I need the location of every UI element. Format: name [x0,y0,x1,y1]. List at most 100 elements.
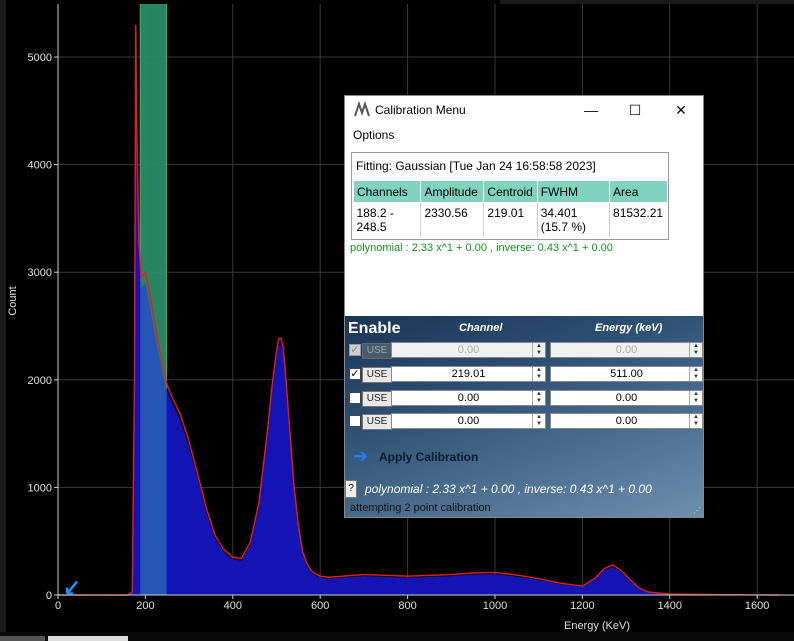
channel-input[interactable]: 0.00 ▲ ▼ [391,390,546,406]
y-tick-label: 1000 [28,482,52,494]
y-tick-label: 0 [46,590,52,602]
channel-input[interactable]: 0.00 ▲ ▼ [391,342,546,358]
cell-amplitude: 2330.56 [420,202,485,237]
use-button[interactable]: USE [362,391,392,407]
col-header-area: Area [609,180,668,203]
cell-channels: 188.2 - 248.5 [353,202,422,237]
x-tick-label: 200 [136,600,154,612]
spectrum-line-series [58,24,780,596]
y-tick-label: 5000 [28,52,52,64]
channel-input[interactable]: 0.00 ▲ ▼ [391,413,546,429]
series-layer [58,4,780,596]
bottom-tab-1[interactable] [0,636,45,641]
channel-input[interactable]: 219.01 ▲ ▼ [391,366,546,382]
arrow-right-icon: ➔ [353,446,369,466]
maximize-icon: ☐ [628,101,642,118]
top-strip [500,0,794,4]
y-axis-label: Count [7,286,19,315]
energy-spinner[interactable]: ▲ ▼ [689,414,702,428]
x-tick-label: 800 [398,600,416,612]
menu-bar: Options [345,125,703,145]
help-button[interactable]: ? [345,480,357,498]
fit-table-header-row: Channels Amplitude Centroid FWHM Area [352,180,668,203]
energy-value: 0.00 [615,415,638,427]
window-title: Calibration Menu [375,103,466,117]
y-tick-label: 2000 [28,375,52,387]
channel-spinner[interactable]: ▲ ▼ [532,367,545,381]
arrow-marker-icon [65,580,79,595]
title-bar[interactable]: Calibration Menu — ☐ ✕ [345,96,703,124]
status-text: attempting 2 point calibration [350,502,491,514]
channel-value: 0.00 [457,392,480,404]
channel-value: 0.00 [457,344,480,356]
menu-options[interactable]: Options [353,128,395,142]
enable-header: Enable [348,320,401,337]
calibration-points-panel: Enable Channel Energy (keV) ✓ USE 0.00 ▲… [345,316,703,517]
use-button[interactable]: USE [362,367,392,383]
energy-spinner[interactable]: ▲ ▼ [689,367,702,381]
energy-spinner[interactable]: ▲ ▼ [689,391,702,405]
energy-value: 511.00 [610,368,643,380]
channel-spinner[interactable]: ▲ ▼ [532,391,545,405]
axes-layer: 0 200 400 600 800 1000 1200 1400 1600 0 1000 2000 30… [28,4,794,612]
left-edge [0,0,6,641]
channel-spinner[interactable]: ▲ ▼ [532,414,545,428]
fitting-title: Fitting: Gaussian [Tue Jan 24 16:58:58 2… [356,159,596,173]
x-tick-label: 1600 [745,600,769,612]
apply-calibration-label: Apply Calibration [379,450,479,464]
energy-header: Energy (keV) [595,322,663,334]
enable-checkbox[interactable] [349,392,361,404]
y-tick-label: 3000 [28,267,52,279]
close-button[interactable]: ✕ [661,98,701,122]
enable-checkbox[interactable] [349,415,361,427]
col-header-channels: Channels [352,180,422,203]
energy-value: 0.00 [615,344,638,356]
x-axis-label: Energy (KeV) [564,620,630,632]
resize-grip-icon[interactable]: ⋰ [693,506,701,515]
enable-checkbox[interactable]: ✓ [349,344,361,356]
enable-checkbox[interactable]: ✓ [349,368,361,380]
table-row: 188.2 - 248.5 2330.56 219.01 34.401 (15.… [353,202,668,237]
marker-layer [65,580,79,595]
energy-input[interactable]: 0.00 ▲ ▼ [550,413,703,429]
energy-input[interactable]: 0.00 ▲ ▼ [550,390,703,406]
energy-value: 0.00 [615,392,638,404]
calibration-row-2: ✓ USE 219.01 ▲ ▼ 511.00 ▲ ▼ [345,366,703,384]
use-button[interactable]: USE [362,343,392,359]
channel-spinner[interactable]: ▲ ▼ [532,343,545,357]
fitting-results-panel: Fitting: Gaussian [Tue Jan 24 16:58:58 2… [351,152,669,240]
apply-calibration-button[interactable]: ➔ Apply Calibration [353,446,533,466]
calibration-row-1: ✓ USE 0.00 ▲ ▼ 0.00 ▲ ▼ [345,342,703,360]
polynomial-summary: polynomial : 2.33 x^1 + 0.00 , inverse: … [365,482,652,496]
x-tick-label: 600 [311,600,329,612]
maximize-button[interactable]: ☐ [615,98,655,122]
polynomial-result: polynomial : 2.33 x^1 + 0.00 , inverse: … [350,242,613,254]
col-header-centroid: Centroid [483,180,538,203]
channel-header: Channel [459,322,503,334]
energy-input[interactable]: 0.00 ▲ ▼ [550,342,703,358]
cell-fwhm: 34.401 (15.7 %) [537,202,611,237]
bottom-tab-2[interactable] [48,636,128,641]
fit-table: Channels Amplitude Centroid FWHM Area 18… [352,180,668,237]
minimize-button[interactable]: — [571,98,611,122]
energy-spinner[interactable]: ▲ ▼ [689,343,702,357]
energy-input[interactable]: 511.00 ▲ ▼ [550,366,703,382]
channel-value: 219.01 [451,368,486,380]
cell-area: 81532.21 [613,206,664,220]
y-tick-label: 4000 [28,160,52,172]
cell-centroid: 219.01 [483,202,538,237]
bottom-strip [0,632,794,641]
calibration-row-3: USE 0.00 ▲ ▼ 0.00 ▲ ▼ [345,390,703,408]
calibration-window[interactable]: Calibration Menu — ☐ ✕ Options Fitting: … [344,95,704,518]
close-icon: ✕ [675,101,687,118]
x-tick-label: 1400 [658,600,682,612]
fit-region-overlay [140,4,167,595]
x-tick-label: 1200 [570,600,594,612]
wave-logo-icon [354,101,370,117]
col-header-fwhm: FWHM [536,180,611,203]
x-tick-label: 0 [55,600,61,612]
channel-value: 0.00 [457,415,480,427]
use-button[interactable]: USE [362,414,392,430]
x-tick-label: 1000 [483,600,507,612]
calibration-row-4: USE 0.00 ▲ ▼ 0.00 ▲ ▼ [345,413,703,431]
